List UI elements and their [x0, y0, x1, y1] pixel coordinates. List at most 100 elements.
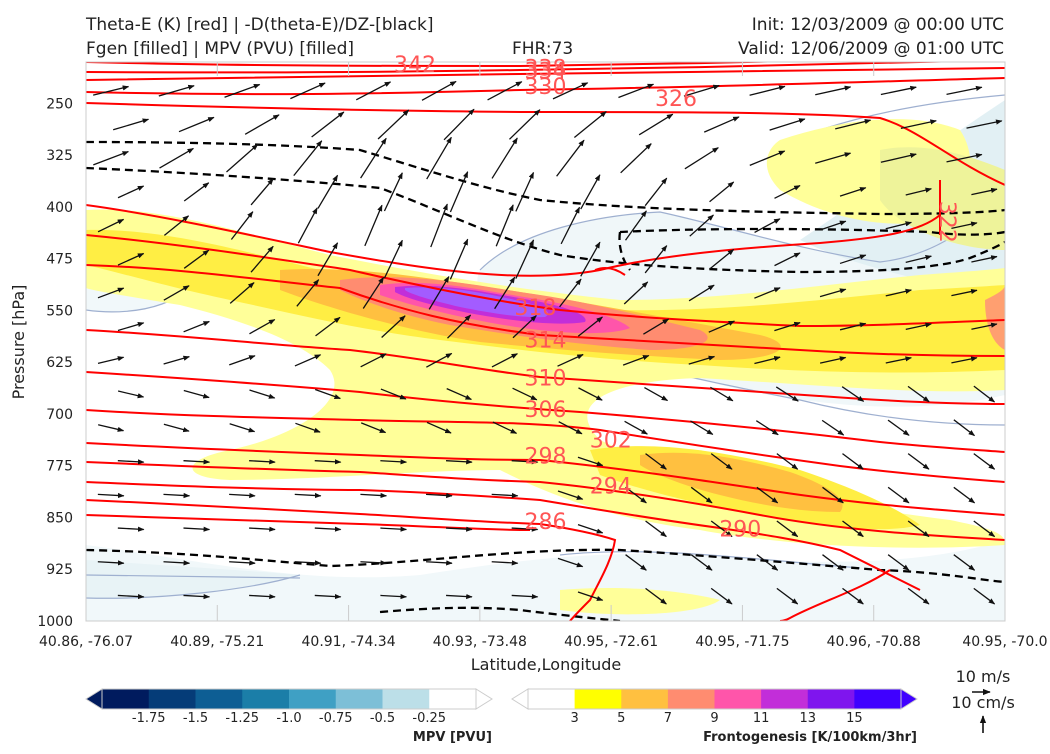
- wind-vector: [815, 152, 852, 164]
- wind-vector: [112, 118, 150, 131]
- x-tick-label: 40.95, -70.0: [962, 634, 1047, 650]
- wind-vector: [315, 316, 341, 337]
- wind-vector: [905, 187, 932, 196]
- colorbar-swatch: [429, 689, 477, 709]
- wind-vector: [822, 554, 844, 571]
- y-tick-label: 625: [46, 355, 73, 371]
- wind-vector: [971, 187, 998, 196]
- wind-vector: [426, 492, 453, 499]
- colorbar-tick-label: 9: [710, 711, 718, 726]
- wind-vector: [624, 210, 647, 241]
- wind-vector: [776, 453, 799, 470]
- wind-vector: [360, 560, 388, 566]
- y-tick-label: 550: [46, 303, 73, 319]
- wind-vector: [880, 85, 917, 96]
- wind-vector: [973, 520, 996, 538]
- wind-vector: [776, 587, 799, 605]
- wind-vector: [776, 520, 799, 538]
- wind-vector: [749, 150, 786, 166]
- wind-vector: [638, 113, 674, 136]
- wind-vector: [97, 492, 125, 499]
- theta-e-contours: [86, 62, 1005, 621]
- wind-vector: [512, 315, 537, 339]
- wind-vector: [163, 355, 190, 365]
- wind-vector: [426, 421, 452, 434]
- wind-vector: [449, 171, 469, 213]
- wind-vector: [294, 492, 322, 499]
- wind-vector: [183, 593, 211, 600]
- wind-vector: [774, 321, 801, 332]
- wind-vector: [690, 554, 713, 571]
- wind-vector: [624, 420, 648, 435]
- wind-vector: [842, 587, 864, 605]
- wind-vector: [360, 422, 387, 434]
- wind-vector: [907, 587, 930, 605]
- wind-vector: [953, 419, 976, 437]
- wind-vector: [117, 526, 145, 532]
- wind-vector: [295, 422, 321, 433]
- wind-vector: [97, 287, 125, 299]
- wind-vector: [364, 204, 383, 247]
- wind-vector: [491, 492, 519, 499]
- colorbar-swatch: [761, 689, 809, 709]
- colorbar-swatch: [289, 689, 337, 709]
- colorbar-swatch: [102, 689, 150, 709]
- wind-vector: [756, 554, 779, 571]
- wind-vector: [839, 187, 867, 197]
- colorbar-swatch: [195, 689, 243, 709]
- wind-vector: [355, 81, 392, 101]
- wind-vector: [250, 245, 274, 273]
- wind-vector: [821, 419, 845, 436]
- colorbar-tick-label: 3: [570, 711, 578, 726]
- wind-vector: [710, 520, 733, 538]
- wind-vector: [774, 252, 801, 267]
- wind-vector: [362, 276, 385, 309]
- colorbar-tick-label: -1.5: [183, 711, 208, 726]
- colorbar-tick-label: -1.25: [225, 711, 259, 726]
- wind-vector: [951, 221, 978, 229]
- colorbar-tick-label: 15: [846, 711, 863, 726]
- wind-vector: [819, 356, 847, 364]
- wind-vector: [93, 85, 130, 96]
- wind-vector: [511, 593, 539, 600]
- wind-vector: [244, 114, 280, 135]
- wind-vector: [644, 386, 669, 402]
- wind-vector: [815, 85, 852, 96]
- colorbar-swatch: [382, 689, 430, 709]
- wind-vector: [381, 315, 406, 339]
- mpv-colorbar: -1.75 -1.5 -1.25 -1.0 -0.75 -0.5 -0.25: [85, 688, 493, 726]
- wind-vector: [296, 279, 320, 307]
- wind-vector: [880, 152, 917, 163]
- mpv-colorbar-title: MPV [PVU]: [413, 730, 492, 745]
- wind-vector: [380, 593, 408, 600]
- wind-vector: [293, 140, 323, 177]
- wind-vector: [645, 587, 667, 605]
- y-tick-label: 925: [46, 562, 73, 578]
- y-tick-label: 700: [46, 407, 73, 423]
- wind-vector: [117, 593, 145, 600]
- wind-vector: [380, 459, 408, 465]
- wind-vector: [951, 288, 978, 297]
- frontogenesis-colorbar-title: Frontogenesis [K/100km/3hr]: [703, 730, 917, 745]
- wind-vector: [515, 171, 535, 212]
- frontogenesis-colorbar: 3 5 7 9 11 13 15: [511, 688, 918, 726]
- wind-vector: [971, 322, 998, 330]
- wind-vector: [117, 390, 145, 399]
- y-tick-label: 400: [46, 200, 73, 216]
- wind-vector: [973, 385, 996, 403]
- wind-vector: [690, 420, 714, 435]
- wind-vector: [885, 356, 912, 364]
- wind-vector: [907, 385, 930, 403]
- wind-vector: [620, 143, 652, 174]
- wind-vector: [249, 459, 276, 465]
- wind-vector: [971, 255, 998, 263]
- wind-vector: [163, 423, 190, 433]
- wind-vector: [93, 150, 129, 166]
- theta-e-label: 294: [590, 475, 632, 500]
- wind-vector: [557, 353, 584, 367]
- wind-vector: [905, 255, 932, 264]
- wind-vector: [710, 587, 733, 605]
- wind-vector: [383, 239, 403, 279]
- wind-vector: [249, 593, 276, 600]
